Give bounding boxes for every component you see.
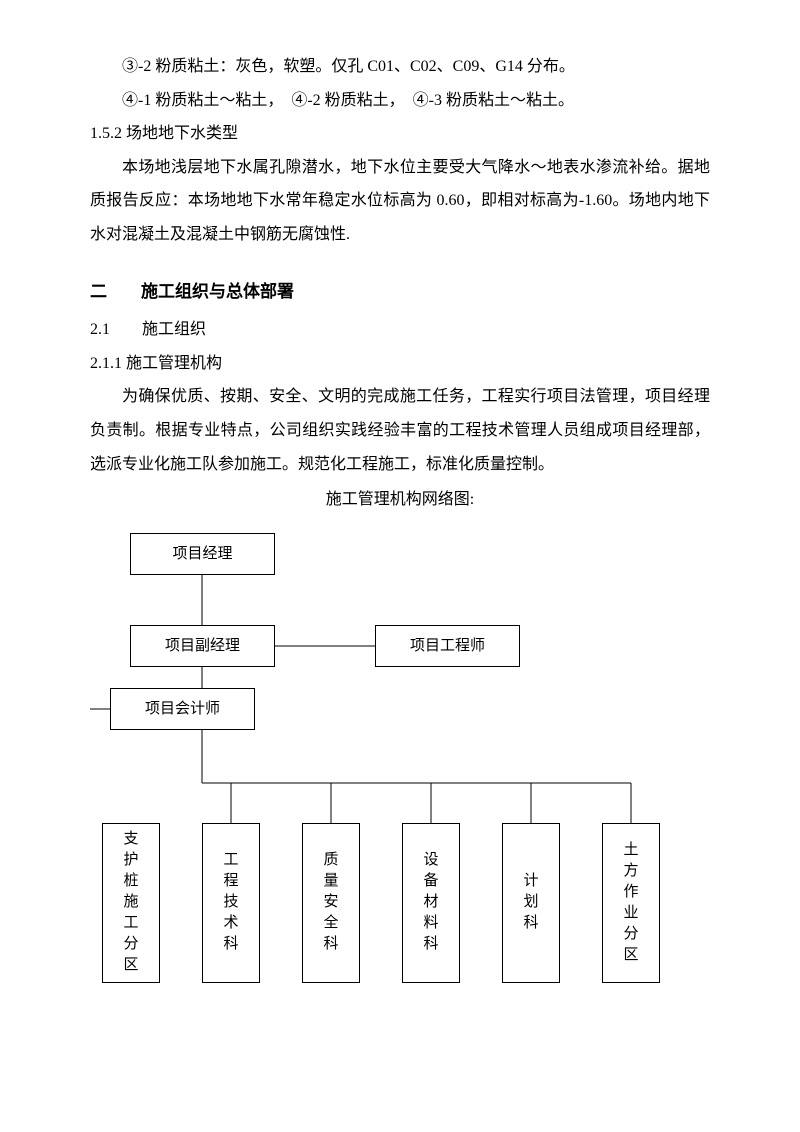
document-page: ③-2 粉质粘土：灰色，软塑。仅孔 C01、C02、C09、G14 分布。 ④-… [0,0,800,1033]
heading-section-2: 二 施工组织与总体部署 [90,274,710,310]
node-dept-2: 工程技术科 [202,823,260,983]
paragraph: 为确保优质、按期、安全、文明的完成施工任务，工程实行项目法管理，项目经理负责制。… [90,380,710,481]
node-dept-1: 支护桩施工分区 [102,823,160,983]
org-chart: 项目经理 项目副经理 项目工程师 项目会计师 支护桩施工分区 工程技术科 质量安… [90,533,710,993]
sub-heading-152: 1.5.2 场地地下水类型 [90,117,710,151]
paragraph: ③-2 粉质粘土：灰色，软塑。仅孔 C01、C02、C09、G14 分布。 [90,50,710,84]
sub-heading-21: 2.1 施工组织 [90,313,710,347]
node-dept-3: 质量安全科 [302,823,360,983]
node-project-accountant: 项目会计师 [110,688,255,730]
paragraph: ④-1 粉质粘土～粘土， ④-2 粉质粘土， ④-3 粉质粘土～粘土。 [90,84,710,118]
node-dept-6: 土方作业分区 [602,823,660,983]
paragraph: 本场地浅层地下水属孔隙潜水，地下水位主要受大气降水～地表水渗流补给。据地质报告反… [90,151,710,252]
node-dept-5: 计划科 [502,823,560,983]
node-deputy-manager: 项目副经理 [130,625,275,667]
chart-title: 施工管理机构网络图: [90,483,710,517]
node-project-engineer: 项目工程师 [375,625,520,667]
node-project-manager: 项目经理 [130,533,275,575]
node-dept-4: 设备材料科 [402,823,460,983]
sub-heading-211: 2.1.1 施工管理机构 [90,347,710,381]
